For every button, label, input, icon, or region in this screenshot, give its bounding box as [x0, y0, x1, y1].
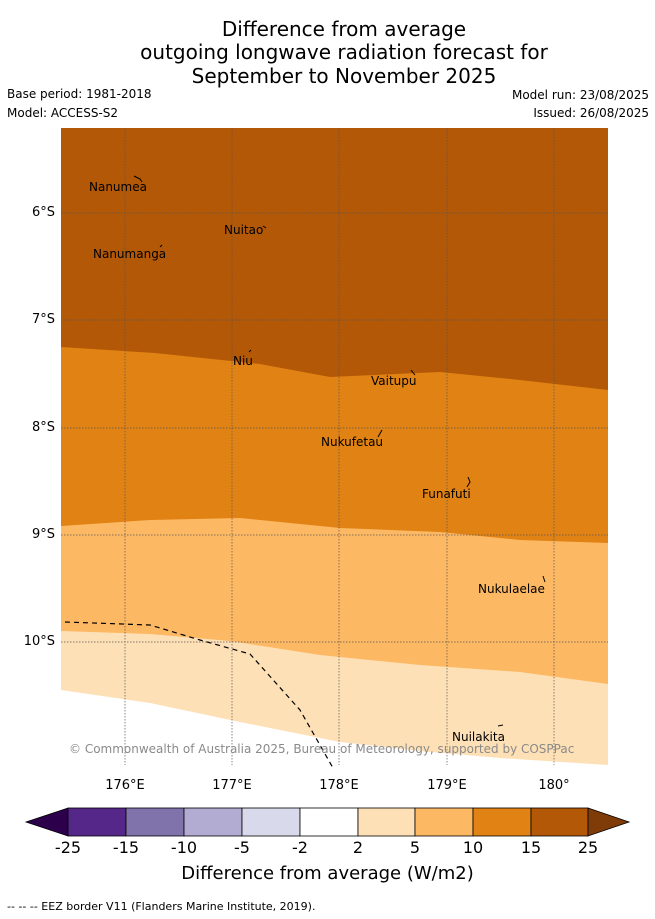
colorbar-tick-neg5: -5: [234, 838, 250, 857]
place-label-nukulaelae: Nukulaelae: [478, 582, 545, 596]
colorbar-tick-15: 15: [520, 838, 542, 857]
place-label-nuilakita: Nuilakita: [452, 730, 505, 744]
place-label-vaitupu: Vaitupu: [371, 374, 417, 388]
eez-legend: -- -- -- EEZ border V11 (Flanders Marine…: [7, 900, 316, 913]
title-line-2: outgoing longwave radiation forecast for: [140, 40, 548, 64]
lon-label-178e: 178°E: [319, 778, 359, 793]
colorbar-tick-2: 2: [352, 838, 364, 857]
graticule: [61, 128, 608, 765]
lon-label-179e: 179°E: [427, 778, 467, 793]
model-run: Model run: 23/08/2025: [511, 88, 649, 102]
colorbar-tick-neg10: -10: [170, 838, 198, 857]
copyright-notice: © Commonwealth of Australia 2025, Bureau…: [69, 742, 575, 756]
colorbar-tick-25: 25: [577, 838, 599, 857]
lat-label-8s: 8°S: [31, 420, 55, 435]
lat-label-7s: 7°S: [31, 312, 55, 327]
title-line-1: Difference from average: [221, 17, 467, 41]
colorbar-tick-neg25: -25: [54, 838, 82, 857]
place-label-niu: Niu: [233, 354, 253, 368]
anomaly-region-near-zero: [61, 690, 608, 765]
colorbar-tick-neg2: -2: [292, 838, 308, 857]
title-line-3: September to November 2025: [191, 64, 497, 88]
lat-label-10s: 10°S: [23, 634, 55, 649]
colorbar-tick-10: 10: [462, 838, 484, 857]
colorbar-tick-neg15: -15: [112, 838, 140, 857]
base-period: Base period: 1981-2018: [7, 87, 152, 101]
place-label-nanumanga: Nanumanga: [93, 247, 167, 261]
model-name: Model: ACCESS-S2: [7, 106, 119, 120]
lon-label-176e: 176°E: [105, 778, 145, 793]
place-label-nanumea: Nanumea: [89, 180, 147, 194]
issued-date: Issued: 26/08/2025: [533, 106, 649, 120]
place-label-nukufetau: Nukufetau: [321, 435, 384, 449]
eez-border-line: [64, 621, 334, 769]
island-shapes: [133, 175, 546, 727]
lon-label-180: 180°: [538, 778, 570, 793]
lat-label-9s: 9°S: [31, 527, 55, 542]
place-label-funafuti: Funafuti: [422, 487, 471, 501]
colorbar-tick-5: 5: [409, 838, 421, 857]
place-label-nuitao: Nuitao: [224, 223, 264, 237]
lat-label-6s: 6°S: [31, 205, 55, 220]
colorbar-label: Difference from average (W/m2): [181, 863, 474, 884]
lon-label-177e: 177°E: [212, 778, 252, 793]
